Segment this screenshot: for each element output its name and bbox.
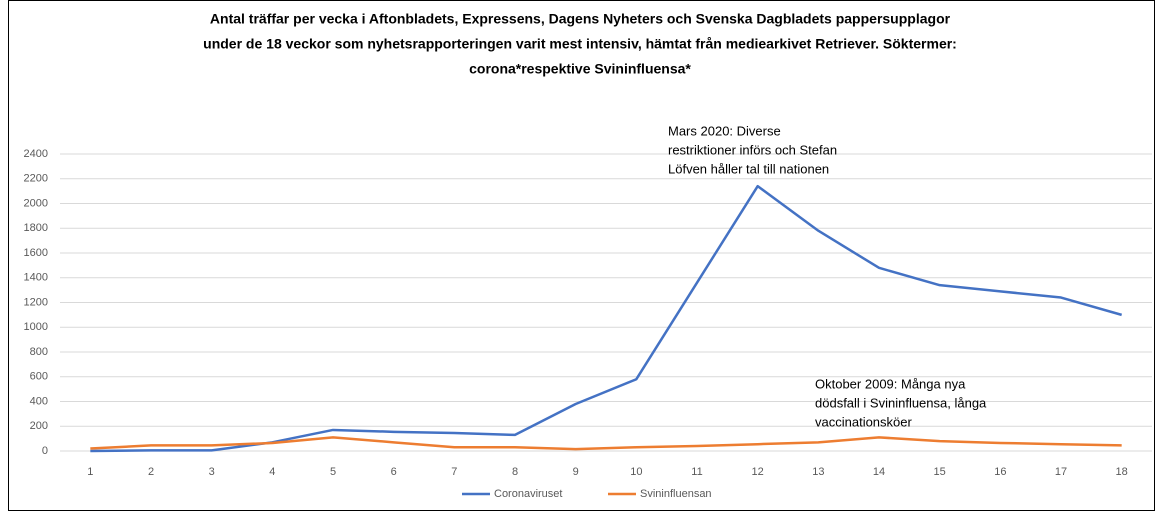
y-tick-label: 1000	[24, 321, 48, 333]
x-tick-label: 2	[148, 466, 154, 478]
y-tick-label: 400	[30, 395, 48, 407]
legend-label: Coronaviruset	[494, 488, 562, 500]
chart-title: corona*respektive Svininfluensa*	[469, 61, 691, 77]
x-tick-label: 9	[573, 466, 579, 478]
annotation: Löfven håller tal till nationen	[668, 161, 829, 176]
chart-title: Antal träffar per vecka i Aftonbladets, …	[210, 11, 951, 27]
y-tick-label: 2000	[24, 197, 48, 209]
y-tick-label: 1600	[24, 247, 48, 259]
x-tick-label: 1	[87, 466, 93, 478]
x-tick-label: 16	[994, 466, 1006, 478]
y-tick-label: 1400	[24, 272, 48, 284]
x-tick-label: 6	[391, 466, 397, 478]
chart-title: under de 18 veckor som nyhetsrapporterin…	[203, 36, 957, 52]
y-tick-label: 200	[30, 420, 48, 432]
annotation: dödsfall i Svininfluensa, långa	[815, 395, 987, 410]
x-tick-label: 14	[873, 466, 885, 478]
legend-label: Svininfluensan	[640, 488, 712, 500]
x-tick-label: 3	[209, 466, 215, 478]
y-tick-label: 1800	[24, 222, 48, 234]
annotation: vaccinationsköer	[815, 414, 912, 429]
annotation: restriktioner införs och Stefan	[668, 142, 837, 157]
x-tick-label: 5	[330, 466, 336, 478]
y-tick-label: 1200	[24, 296, 48, 308]
x-tick-label: 12	[752, 466, 764, 478]
annotation: Mars 2020: Diverse	[668, 123, 781, 138]
series-line	[90, 184, 1123, 453]
x-tick-label: 10	[630, 466, 642, 478]
y-tick-label: 800	[30, 346, 48, 358]
x-tick-label: 4	[269, 466, 275, 478]
y-tick-label: 0	[42, 445, 48, 457]
x-tick-label: 17	[1055, 466, 1067, 478]
series-line	[90, 436, 1122, 451]
x-tick-label: 13	[812, 466, 824, 478]
x-tick-label: 7	[451, 466, 457, 478]
x-tick-label: 18	[1116, 466, 1128, 478]
y-tick-label: 2200	[24, 173, 48, 185]
x-tick-label: 11	[691, 466, 702, 478]
y-tick-label: 600	[30, 371, 48, 383]
x-tick-label: 8	[512, 466, 518, 478]
x-tick-label: 15	[934, 466, 946, 478]
chart-frame	[8, 0, 1155, 511]
annotation: Oktober 2009: Många nya	[815, 376, 966, 391]
y-tick-label: 2400	[24, 148, 48, 160]
